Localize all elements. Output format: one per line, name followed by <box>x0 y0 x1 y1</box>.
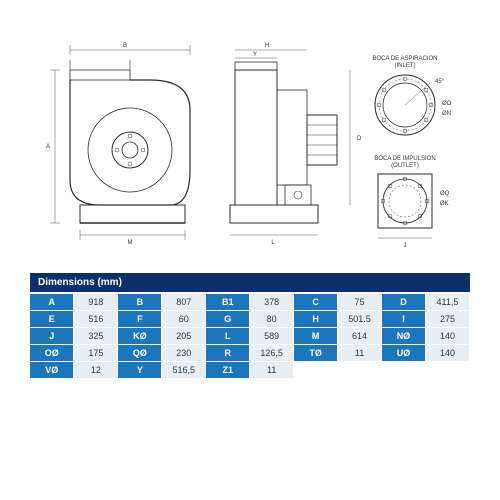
dim-value: 516 <box>74 311 118 328</box>
dim-value: 411,5 <box>425 294 469 311</box>
dim-label: I <box>382 311 426 328</box>
inlet-sublabel: (INLET) <box>395 63 416 69</box>
dim-value: 230 <box>162 345 206 362</box>
svg-text:ØQ: ØQ <box>440 191 450 197</box>
dim-value: 589 <box>250 328 294 345</box>
dim-value: 175 <box>74 345 118 362</box>
dim-label: L <box>206 328 250 345</box>
dim-label: Z1 <box>206 362 250 379</box>
front-view: B A M <box>46 43 190 246</box>
dim-label: UØ <box>382 345 426 362</box>
svg-text:M: M <box>128 240 133 246</box>
svg-text:B: B <box>123 43 127 49</box>
dim-value: 325 <box>74 328 118 345</box>
dim-label: OØ <box>30 345 74 362</box>
outlet-sublabel: (OUTLET) <box>391 163 419 169</box>
dim-value: 12 <box>74 362 118 379</box>
inlet-detail: BOCA DE ASPIRACION (INLET) 45° ØO ØN <box>372 56 451 135</box>
dim-value: 205 <box>162 328 206 345</box>
dim-label: J <box>30 328 74 345</box>
dim-label: TØ <box>294 345 338 362</box>
table-row: E516F60G80H501.5I275 <box>30 311 470 328</box>
dim-value: 140 <box>425 345 469 362</box>
dim-label: B <box>118 294 162 311</box>
svg-text:ØN: ØN <box>442 111 451 117</box>
dim-label: D <box>382 294 426 311</box>
svg-text:H: H <box>265 43 269 49</box>
svg-text:J: J <box>404 243 407 249</box>
svg-text:D: D <box>357 136 362 142</box>
side-view: H Y L D <box>230 43 362 246</box>
dim-value: 275 <box>425 311 469 328</box>
dim-label: M <box>294 328 338 345</box>
dim-value <box>338 362 382 379</box>
dim-label: NØ <box>382 328 426 345</box>
dim-value: 80 <box>250 311 294 328</box>
dim-label: VØ <box>30 362 74 379</box>
dim-value: 75 <box>338 294 382 311</box>
dimensions-table: A918B807B1378C75D411,5E516F60G80H501.5I2… <box>30 294 470 379</box>
dim-value: 516,5 <box>162 362 206 379</box>
table-row: OØ175QØ230R126,5TØ11UØ140 <box>30 345 470 362</box>
outlet-detail: BOCA DE IMPULSION (OUTLET) ØQ ØK J <box>374 156 449 249</box>
dim-value: 807 <box>162 294 206 311</box>
svg-text:ØO: ØO <box>442 101 452 107</box>
dim-value: 60 <box>162 311 206 328</box>
table-row: J325KØ205L589M614NØ140 <box>30 328 470 345</box>
dim-label: H <box>294 311 338 328</box>
dim-label: R <box>206 345 250 362</box>
svg-text:Y: Y <box>253 52 257 58</box>
dim-label <box>294 362 338 379</box>
table-row: VØ12Y516,5Z111 <box>30 362 470 379</box>
table-title: Dimensions (mm) <box>30 273 470 292</box>
dim-label <box>382 362 426 379</box>
dim-label: KØ <box>118 328 162 345</box>
dim-label: A <box>30 294 74 311</box>
svg-text:A: A <box>46 144 50 150</box>
svg-text:ØK: ØK <box>440 201 449 207</box>
dim-label: B1 <box>206 294 250 311</box>
svg-text:45°: 45° <box>435 79 445 85</box>
dim-label: C <box>294 294 338 311</box>
dim-label: F <box>118 311 162 328</box>
dim-label: G <box>206 311 250 328</box>
dim-value <box>425 362 469 379</box>
dim-label: QØ <box>118 345 162 362</box>
outlet-label: BOCA DE IMPULSION <box>374 156 435 162</box>
inlet-label: BOCA DE ASPIRACION <box>372 56 437 62</box>
svg-text:L: L <box>271 240 275 246</box>
dim-value: 918 <box>74 294 118 311</box>
dim-label: E <box>30 311 74 328</box>
dim-value: 140 <box>425 328 469 345</box>
technical-drawing: B A M <box>30 30 470 265</box>
table-row: A918B807B1378C75D411,5 <box>30 294 470 311</box>
dim-value: 378 <box>250 294 294 311</box>
dim-label: Y <box>118 362 162 379</box>
dim-value: 614 <box>338 328 382 345</box>
dim-value: 501.5 <box>338 311 382 328</box>
dim-value: 126,5 <box>250 345 294 362</box>
dim-value: 11 <box>338 345 382 362</box>
dim-value: 11 <box>250 362 294 379</box>
